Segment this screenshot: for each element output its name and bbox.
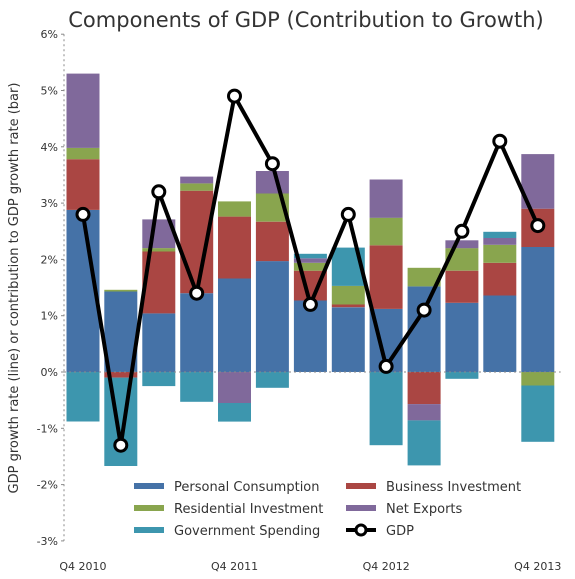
bar-segment: [369, 245, 403, 309]
legend-swatch: [134, 483, 164, 489]
gdp-point: [113, 437, 129, 453]
bar-segment: [483, 231, 517, 238]
gdp-point: [340, 206, 356, 222]
legend-label: Government Spending: [174, 524, 320, 539]
bar-segment: [255, 221, 289, 262]
bar-segment: [369, 372, 403, 446]
bar-segment: [407, 404, 441, 421]
gdp-point: [416, 302, 432, 318]
legend-swatch: [346, 483, 376, 489]
x-tick-label: Q4 2011: [211, 560, 258, 573]
legend-swatch: [346, 505, 376, 511]
gdp-point: [302, 296, 318, 312]
bar-segment: [180, 293, 214, 372]
legend-label: Residential Investment: [174, 502, 323, 517]
bar-segment: [180, 176, 214, 184]
plot-area: -3% -2% -1% 0% 1% 2% 3% 4% 5% 6% Q4 2010 Q4 2011 Q4 …: [37, 28, 562, 573]
bar-segment: [142, 372, 176, 387]
legend-label: Personal Consumption: [174, 480, 320, 495]
bar-segment: [142, 313, 176, 372]
bar-segment: [218, 216, 251, 279]
bar-segment: [66, 73, 100, 148]
legend: Personal Consumption Business Investment R…: [134, 480, 521, 539]
legend-label: GDP: [386, 524, 414, 539]
bar-segment: [293, 262, 327, 271]
bar-segment: [293, 300, 327, 372]
gdp-point: [264, 156, 280, 172]
bar-segment: [369, 217, 403, 246]
x-tick-label: Q4 2010: [59, 560, 106, 573]
bar-segment: [66, 147, 100, 160]
bar-segment: [445, 240, 479, 249]
bar-segment: [218, 372, 251, 403]
legend-swatch: [134, 527, 164, 533]
bar-segment: [104, 289, 138, 292]
x-tick-label: Q4 2013: [514, 560, 561, 573]
bar-segment: [331, 307, 365, 372]
legend-label: Business Investment: [386, 480, 521, 495]
y-tick-label: 4%: [41, 141, 58, 154]
y-tick-label: -1%: [37, 422, 58, 435]
y-tick-label: 6%: [41, 28, 58, 41]
bar-segment: [218, 403, 251, 422]
chart-title: Components of GDP (Contribution to Growt…: [68, 8, 543, 32]
bar-segment: [483, 295, 517, 372]
bar-segment: [104, 377, 138, 466]
bar-segment: [407, 267, 441, 287]
y-tick-label: 5%: [41, 85, 58, 98]
bar-segment: [180, 183, 214, 191]
legend-swatch: [134, 505, 164, 511]
bar-segment: [445, 270, 479, 303]
legend-marker-gdp: [354, 523, 368, 537]
bar-segment: [521, 247, 555, 372]
gdp-point: [492, 133, 508, 149]
bar-segment: [66, 372, 100, 422]
y-tick-label: 1%: [41, 310, 58, 323]
legend-label: Net Exports: [386, 502, 463, 517]
bar-segment: [293, 253, 327, 259]
bar-segment: [445, 248, 479, 271]
bar-segment: [104, 372, 138, 378]
bar-segment: [407, 372, 441, 405]
bar-segment: [255, 171, 289, 194]
gdp-point: [454, 223, 470, 239]
y-tick-label: 2%: [41, 253, 58, 266]
y-tick-label: -3%: [37, 535, 58, 548]
gdp-point: [151, 184, 167, 200]
gdp-point: [227, 88, 242, 104]
bar-segment: [483, 244, 517, 263]
bar-segment: [218, 201, 251, 217]
bar-segment: [521, 372, 555, 386]
bar-segment: [445, 372, 479, 379]
gdp-point: [530, 218, 546, 234]
bar-segment: [369, 179, 403, 218]
bar-segment: [407, 420, 441, 466]
bar-segment: [331, 304, 365, 308]
bar-segment: [331, 285, 365, 305]
gdp-point: [75, 206, 91, 222]
bar-segment: [483, 262, 517, 296]
bar-segment: [255, 261, 289, 372]
y-tick-label: 0%: [41, 366, 58, 379]
bar-segment: [218, 278, 251, 372]
y-tick-label: -2%: [37, 479, 58, 492]
bar-segment: [66, 159, 100, 210]
gdp-point: [378, 358, 394, 374]
bar-segment: [255, 372, 289, 388]
bar-segment: [521, 385, 555, 442]
y-axis-label: GDP growth rate (line) or contribution t…: [7, 83, 22, 494]
bar-segment: [142, 248, 176, 252]
x-tick-label: Q4 2012: [363, 560, 410, 573]
y-tick-label: 3%: [41, 197, 58, 210]
gdp-point: [189, 285, 205, 301]
bar-segment: [483, 238, 517, 245]
bar-segment: [445, 302, 479, 372]
bar-segment: [293, 258, 327, 263]
bar-segment: [180, 372, 214, 402]
